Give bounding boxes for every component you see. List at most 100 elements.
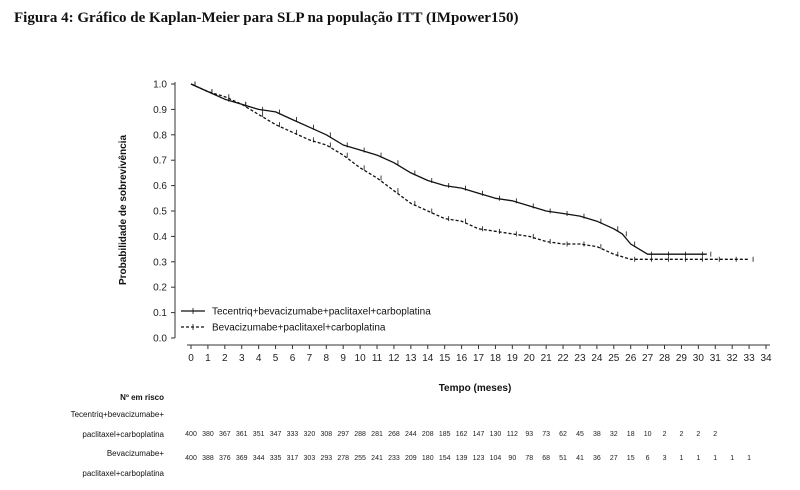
x-tick-label: 17	[473, 353, 485, 364]
risk-row-label: Tecentriq+bevacizumabe+	[71, 410, 165, 419]
risk-value: 303	[304, 455, 316, 462]
risk-table: Nº em risco Tecentriq+bevacizumabe+ paclit…	[71, 393, 752, 478]
risk-table-header: Nº em risco	[120, 393, 164, 402]
risk-value: 1	[730, 455, 734, 462]
risk-value: 139	[456, 455, 468, 462]
x-tick-label: 21	[541, 353, 553, 364]
x-tick-label: 28	[659, 353, 671, 364]
risk-value: 38	[593, 431, 601, 438]
x-tick-label: 4	[256, 353, 262, 364]
risk-row-label: Bevacizumabe+	[107, 449, 164, 458]
risk-value: 268	[388, 431, 400, 438]
x-tick-label: 26	[625, 353, 637, 364]
x-tick-label: 14	[422, 353, 434, 364]
x-tick-label: 23	[574, 353, 586, 364]
x-tick-label: 31	[710, 353, 722, 364]
y-tick-label: 0.0	[153, 334, 167, 345]
risk-value: 2	[663, 431, 667, 438]
risk-value: 288	[354, 431, 366, 438]
figure-title: Figura 4: Gráfico de Kaplan-Meier para S…	[14, 10, 519, 26]
axes: 0.00.10.20.30.40.50.60.70.80.91.00 1 2 3 4 5 6…	[153, 80, 772, 365]
series-line-1	[190, 83, 707, 255]
risk-value: 297	[337, 431, 349, 438]
risk-value: 308	[320, 431, 332, 438]
risk-value: 90	[508, 455, 516, 462]
y-axis-label: Probabilidade de sobrevivência	[118, 135, 129, 285]
risk-value: 45	[576, 431, 584, 438]
risk-value: 400	[185, 431, 197, 438]
risk-value: 32	[610, 431, 618, 438]
legend-label-1: Tecentriq+bevacizumabe+paclitaxel+carbop…	[212, 307, 431, 318]
risk-value: 293	[320, 455, 332, 462]
x-tick-label: 12	[388, 353, 400, 364]
risk-row-label: paclitaxel+carboplatina	[82, 469, 164, 478]
risk-value: 333	[287, 431, 299, 438]
risk-value: 369	[236, 455, 248, 462]
y-tick-label: 0.8	[153, 130, 167, 141]
risk-value: 147	[473, 431, 485, 438]
risk-value: 317	[287, 455, 299, 462]
risk-value: 3	[663, 455, 667, 462]
risk-value: 27	[610, 455, 618, 462]
risk-value: 123	[473, 455, 485, 462]
y-tick-label: 0.4	[153, 232, 167, 243]
risk-value: 367	[219, 431, 231, 438]
risk-value: 36	[593, 455, 601, 462]
risk-value: 51	[559, 455, 567, 462]
y-tick-label: 0.2	[153, 283, 167, 294]
x-tick-label: 16	[456, 353, 468, 364]
x-tick-label: 33	[744, 353, 756, 364]
risk-value: 1	[747, 455, 751, 462]
risk-value: 351	[253, 431, 265, 438]
risk-value: 281	[371, 431, 383, 438]
series-line-2	[190, 83, 750, 260]
risk-value: 2	[696, 431, 700, 438]
x-tick-label: 30	[693, 353, 705, 364]
x-tick-label: 3	[239, 353, 245, 364]
x-tick-label: 5	[273, 353, 279, 364]
risk-value: 78	[525, 455, 533, 462]
risk-value: 244	[405, 431, 417, 438]
x-tick-label: 13	[405, 353, 417, 364]
x-tick-label: 22	[557, 353, 569, 364]
risk-value: 41	[576, 455, 584, 462]
risk-value: 180	[422, 455, 434, 462]
risk-value: 6	[646, 455, 650, 462]
x-tick-label: 7	[307, 353, 313, 364]
x-tick-label: 27	[642, 353, 654, 364]
legend: Tecentriq+bevacizumabe+paclitaxel+carbop…	[181, 307, 431, 334]
risk-value: 361	[236, 431, 248, 438]
x-tick-label: 18	[490, 353, 502, 364]
risk-value: 154	[439, 455, 451, 462]
risk-value: 400	[185, 455, 197, 462]
y-tick-label: 0.6	[153, 181, 167, 192]
risk-value: 130	[490, 431, 502, 438]
risk-value: 388	[202, 455, 214, 462]
x-tick-label: 10	[355, 353, 367, 364]
x-tick-label: 1	[205, 353, 211, 364]
x-tick-label: 6	[290, 353, 296, 364]
risk-value: 209	[405, 455, 417, 462]
risk-row-label: paclitaxel+carboplatina	[82, 430, 164, 439]
risk-value: 10	[644, 431, 652, 438]
risk-value: 1	[679, 455, 683, 462]
risk-value: 241	[371, 455, 383, 462]
risk-value: 376	[219, 455, 231, 462]
risk-value: 380	[202, 431, 214, 438]
risk-value: 62	[559, 431, 567, 438]
y-tick-label: 0.9	[153, 105, 167, 116]
x-axis-label: Tempo (meses)	[439, 383, 512, 394]
risk-value: 68	[542, 455, 550, 462]
risk-value: 112	[507, 431, 518, 438]
survival-curves	[190, 81, 754, 262]
risk-value: 344	[253, 455, 265, 462]
x-tick-label: 9	[340, 353, 346, 364]
x-tick-label: 32	[727, 353, 739, 364]
legend-label-2: Bevacizumabe+paclitaxel+carboplatina	[212, 323, 386, 334]
risk-value: 278	[337, 455, 349, 462]
risk-value: 162	[456, 431, 468, 438]
risk-value: 104	[490, 455, 502, 462]
x-tick-label: 20	[524, 353, 536, 364]
x-tick-label: 19	[507, 353, 519, 364]
